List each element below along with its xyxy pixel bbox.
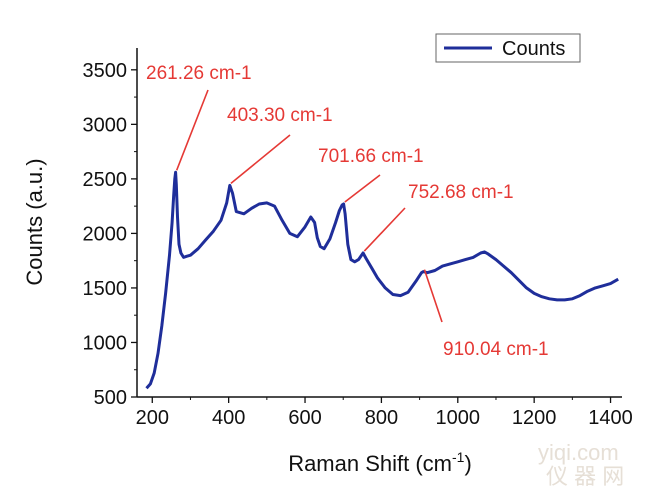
- peak-annotation-label: 403.30 cm-1: [227, 105, 333, 126]
- peak-annotation-label: 752.68 cm-1: [408, 182, 514, 203]
- x-tick-label: 400: [212, 407, 245, 429]
- x-tick-label: 800: [365, 407, 398, 429]
- peak-annotation-label: 261.26 cm-1: [146, 63, 252, 84]
- axis-ticks: 200 400 600 800 1000 1200 1400 500 1000 1500 2000 2…: [83, 60, 633, 429]
- x-tick-label: 1000: [436, 407, 481, 429]
- x-tick-label: 200: [136, 407, 169, 429]
- y-tick-label: 2500: [83, 169, 128, 191]
- x-tick-label: 1400: [588, 407, 633, 429]
- x-axis-title: Raman Shift (cm-1): [288, 449, 472, 476]
- x-axis-title-main: Raman Shift (cm: [288, 451, 452, 476]
- peak-annotation-label: 701.66 cm-1: [318, 146, 424, 167]
- series-layer: [145, 170, 619, 390]
- y-tick-label: 3500: [83, 60, 128, 82]
- y-tick-label: 1000: [83, 332, 128, 354]
- y-tick-label: 3000: [83, 114, 128, 136]
- annotation-leader-line: [423, 269, 443, 323]
- peak-annotation-label: 910.04 cm-1: [443, 339, 549, 360]
- x-tick-label: 1200: [512, 407, 557, 429]
- x-axis-title-close: ): [464, 451, 471, 476]
- x-tick-label: 600: [288, 407, 321, 429]
- annotation-leader-line: [344, 174, 381, 203]
- annotation-leader-line: [175, 89, 209, 171]
- y-tick-label: 500: [94, 387, 127, 409]
- legend-label: Counts: [502, 38, 565, 60]
- legend: Counts: [435, 33, 581, 63]
- y-tick-label: 1500: [83, 278, 128, 300]
- watermark-domain: yiqi.com: [538, 440, 619, 465]
- annotation-layer: 261.26 cm-1 403.30 cm-1 701.66 cm-1 752.68 …: [146, 63, 549, 360]
- y-tick-label: 2000: [83, 223, 128, 245]
- annotation-leader-line: [230, 134, 291, 185]
- series-line-counts: [145, 170, 619, 390]
- watermark: yiqi.com 仪 器 网: [538, 440, 624, 489]
- x-axis-title-superscript: -1: [452, 449, 465, 465]
- watermark-cn: 仪 器 网: [546, 464, 624, 489]
- y-axis-title: Counts (a.u.): [22, 158, 47, 285]
- annotation-leader-line: [363, 207, 406, 252]
